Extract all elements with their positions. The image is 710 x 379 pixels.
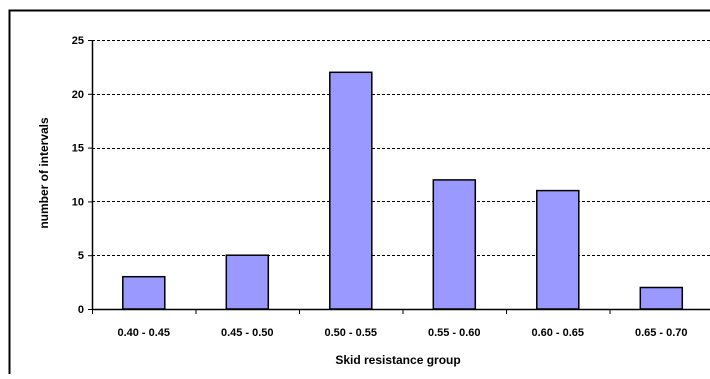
- bar: [433, 180, 475, 309]
- y-tick-label: 0: [78, 304, 84, 316]
- x-tick-label: 0.40 - 0.45: [117, 327, 170, 339]
- y-tick-label: 10: [72, 196, 84, 208]
- x-tick-label: 0.65 - 0.70: [635, 327, 688, 339]
- bar: [123, 277, 165, 309]
- x-tick-label: 0.50 - 0.55: [324, 327, 377, 339]
- x-tick-label: 0.60 - 0.65: [531, 327, 584, 339]
- bar: [640, 288, 682, 310]
- y-tick-label: 20: [72, 89, 84, 101]
- y-tick-label: 25: [72, 35, 84, 47]
- y-axis-label: number of intervals: [37, 117, 51, 229]
- bar: [537, 191, 579, 309]
- x-tick-label: 0.45 - 0.50: [221, 327, 274, 339]
- y-tick-label: 15: [72, 143, 84, 155]
- bar: [226, 255, 268, 309]
- y-tick-label: 5: [78, 250, 84, 262]
- bar: [330, 72, 372, 309]
- x-tick-label: 0.55 - 0.60: [428, 327, 481, 339]
- x-axis-label: Skid resistance group: [335, 353, 460, 367]
